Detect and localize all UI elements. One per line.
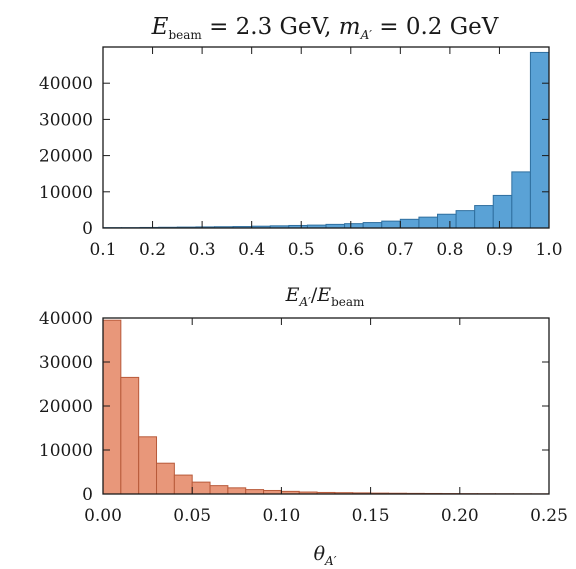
angle-bar bbox=[245, 489, 265, 495]
energy-bar bbox=[437, 213, 457, 229]
energy-bar bbox=[529, 51, 550, 229]
title-mass-subscript: A′ bbox=[360, 28, 373, 42]
energy-histogram-panel: 0.1 0.2 0.3 0.4 0.5 0.6 0.7 0.8 0.9 1.0 0 10000 2000… bbox=[39, 46, 563, 309]
energy-xlabel: EA′/Ebeam bbox=[285, 284, 365, 309]
angle-ytick-label: 40000 bbox=[39, 309, 93, 329]
energy-axis-ticks: 0.1 0.2 0.3 0.4 0.5 0.6 0.7 0.8 0.9 1.0 0 10000 2000… bbox=[39, 47, 563, 260]
figure-title: Ebeam = 2.3 GeV, mA′ = 0.2 GeV bbox=[151, 14, 499, 42]
angle-bar bbox=[138, 436, 158, 495]
title-ebeam-subscript: beam bbox=[168, 28, 202, 42]
angle-xtick-label: 0.10 bbox=[262, 506, 300, 526]
energy-bar bbox=[418, 216, 438, 229]
energy-bar bbox=[381, 220, 401, 229]
angle-xlabel-subscript: A′ bbox=[324, 554, 337, 568]
energy-ytick-label: 30000 bbox=[39, 110, 93, 130]
energy-bar bbox=[362, 222, 383, 229]
energy-bar bbox=[474, 205, 494, 229]
energy-bar bbox=[344, 223, 364, 229]
energy-xtick-label: 0.7 bbox=[387, 240, 414, 260]
energy-bar bbox=[399, 218, 420, 229]
energy-xlabel-den-symbol: E bbox=[316, 284, 331, 306]
angle-ytick-label: 10000 bbox=[39, 441, 93, 461]
angle-bar bbox=[102, 319, 122, 495]
energy-xtick-label: 0.9 bbox=[486, 240, 513, 260]
angle-xtick-label: 0.25 bbox=[530, 506, 568, 526]
energy-bar bbox=[492, 194, 513, 229]
angle-xtick-label: 0.05 bbox=[173, 506, 211, 526]
energy-xtick-label: 0.5 bbox=[288, 240, 315, 260]
angle-xlabel: θA′ bbox=[314, 543, 337, 568]
angle-bar bbox=[120, 376, 140, 495]
energy-xtick-label: 0.3 bbox=[189, 240, 216, 260]
angle-ytick-label: 0 bbox=[82, 485, 93, 505]
energy-xtick-label: 0.2 bbox=[139, 240, 166, 260]
angle-ytick-label: 20000 bbox=[39, 397, 93, 417]
energy-xtick-label: 0.6 bbox=[337, 240, 364, 260]
angle-ytick-label: 30000 bbox=[39, 353, 93, 373]
energy-ytick-label: 0 bbox=[82, 219, 93, 239]
angle-axis-ticks: 0.00 0.05 0.10 0.15 0.20 0.25 0 10000 20000 30000… bbox=[39, 309, 568, 526]
energy-histogram-bars bbox=[102, 51, 550, 229]
angle-xtick-label: 0.15 bbox=[352, 506, 390, 526]
energy-plot-frame bbox=[102, 46, 550, 229]
energy-bar bbox=[455, 210, 476, 229]
energy-xlabel-slash: / bbox=[311, 284, 318, 306]
angle-bar bbox=[173, 474, 193, 495]
energy-xlabel-num-symbol: E bbox=[285, 284, 300, 306]
energy-xlabel-num-subscript: A′ bbox=[298, 295, 311, 309]
title-ebeam-value: = 2.3 GeV, bbox=[202, 14, 339, 40]
angle-bar bbox=[156, 462, 175, 495]
title-ebeam-symbol: E bbox=[151, 14, 169, 40]
energy-xtick-label: 0.8 bbox=[436, 240, 463, 260]
angle-bar bbox=[209, 485, 229, 495]
title-mass-symbol: m bbox=[339, 14, 361, 40]
angle-bar bbox=[191, 481, 211, 495]
energy-ytick-label: 40000 bbox=[39, 74, 93, 94]
energy-ytick-label: 20000 bbox=[39, 147, 93, 167]
angle-xlabel-symbol: θ bbox=[314, 543, 326, 565]
energy-xlabel-den-subscript: beam bbox=[331, 295, 365, 309]
angle-histogram-panel: 0.00 0.05 0.10 0.15 0.20 0.25 0 10000 20000 30000… bbox=[39, 309, 568, 568]
angle-bar bbox=[227, 487, 247, 495]
energy-xtick-label: 0.4 bbox=[238, 240, 265, 260]
energy-xtick-label: 0.1 bbox=[89, 240, 116, 260]
angle-histogram-bars bbox=[102, 319, 550, 495]
angle-xtick-label: 0.20 bbox=[441, 506, 479, 526]
angle-xtick-label: 0.00 bbox=[84, 506, 122, 526]
energy-ytick-label: 10000 bbox=[39, 183, 93, 203]
energy-bar bbox=[511, 171, 531, 229]
title-mass-value: = 0.2 GeV bbox=[372, 14, 499, 40]
energy-xtick-label: 1.0 bbox=[535, 240, 562, 260]
